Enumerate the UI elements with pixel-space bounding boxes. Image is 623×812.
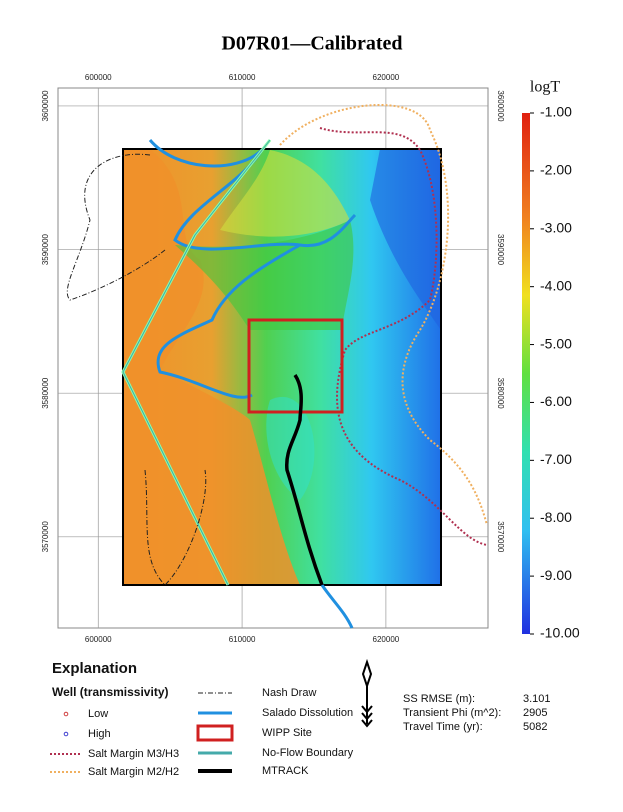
no-flow-boundary-core (122, 139, 271, 586)
salt-margin-m2 (279, 104, 488, 526)
stat-value: 5082 (523, 721, 547, 733)
x-tick-label: 610000 (229, 73, 256, 82)
nash-draw (66, 153, 207, 586)
x-tick-label: 600000 (85, 635, 112, 644)
y-tick-label: 3570000 (41, 521, 50, 553)
stat-value: 2905 (523, 707, 547, 719)
colorbar-label: -9.00 (540, 567, 572, 583)
stat-label: Travel Time (yr): (403, 721, 483, 733)
legend-label: WIPP Site (262, 727, 312, 739)
legend-label: Salado Dissolution (262, 707, 353, 719)
model-domain (122, 148, 442, 586)
legend-symbol (63, 711, 69, 717)
y-tick-label: 3580000 (41, 377, 50, 409)
legend-label: Salt Margin M2/H2 (88, 766, 179, 778)
wipp-site (247, 318, 344, 414)
legend-title: Explanation (52, 660, 137, 677)
x-tick-label: 620000 (373, 73, 400, 82)
colorbar-label: -8.00 (540, 509, 572, 525)
legend-label: Nash Draw (262, 687, 316, 699)
x-tick-label: 600000 (85, 73, 112, 82)
mtrack (285, 374, 324, 586)
stat-value: 3.101 (523, 693, 551, 705)
title: D07R01—Calibrated (221, 33, 402, 55)
y-tick-label: 3570000 (496, 521, 505, 553)
legend-subtitle: Well (transmissivity) (52, 685, 168, 699)
colorbar-label: -7.00 (540, 451, 572, 467)
colorbar (522, 113, 530, 634)
salado-dissolution (148, 139, 357, 629)
y-tick-label: 3590000 (496, 234, 505, 266)
stat-label: SS RMSE (m): (403, 693, 475, 705)
colorbar-label: -5.00 (540, 335, 572, 351)
stat-label: Transient Phi (m^2): (403, 707, 501, 719)
colorbar-label: -3.00 (540, 219, 572, 235)
colorbar-label: -1.00 (540, 104, 572, 120)
legend-symbol (63, 731, 69, 737)
colorbar-label: -4.00 (540, 277, 572, 293)
salt-margin-m3 (319, 127, 488, 546)
x-tick-label: 610000 (229, 635, 256, 644)
north-arrow (361, 658, 373, 728)
y-tick-label: 3580000 (496, 378, 505, 410)
legend-label: MTRACK (262, 765, 309, 777)
colorbar-label: -6.00 (540, 393, 572, 409)
colorbar-label: -2.00 (540, 162, 572, 178)
y-tick-label: 3600000 (496, 90, 505, 122)
legend-label: Salt Margin M3/H3 (88, 748, 179, 760)
legend-symbol (196, 724, 234, 742)
legend-label: High (88, 728, 111, 740)
colorbar-title: logT (530, 79, 560, 96)
x-tick-label: 620000 (373, 635, 400, 644)
transmissivity-field (123, 149, 441, 585)
colorbar-label: -10.00 (540, 625, 580, 641)
legend-label: No-Flow Boundary (262, 747, 354, 759)
legend-label: Low (88, 708, 108, 720)
y-tick-label: 3590000 (41, 233, 50, 265)
y-tick-label: 3600000 (41, 90, 50, 122)
